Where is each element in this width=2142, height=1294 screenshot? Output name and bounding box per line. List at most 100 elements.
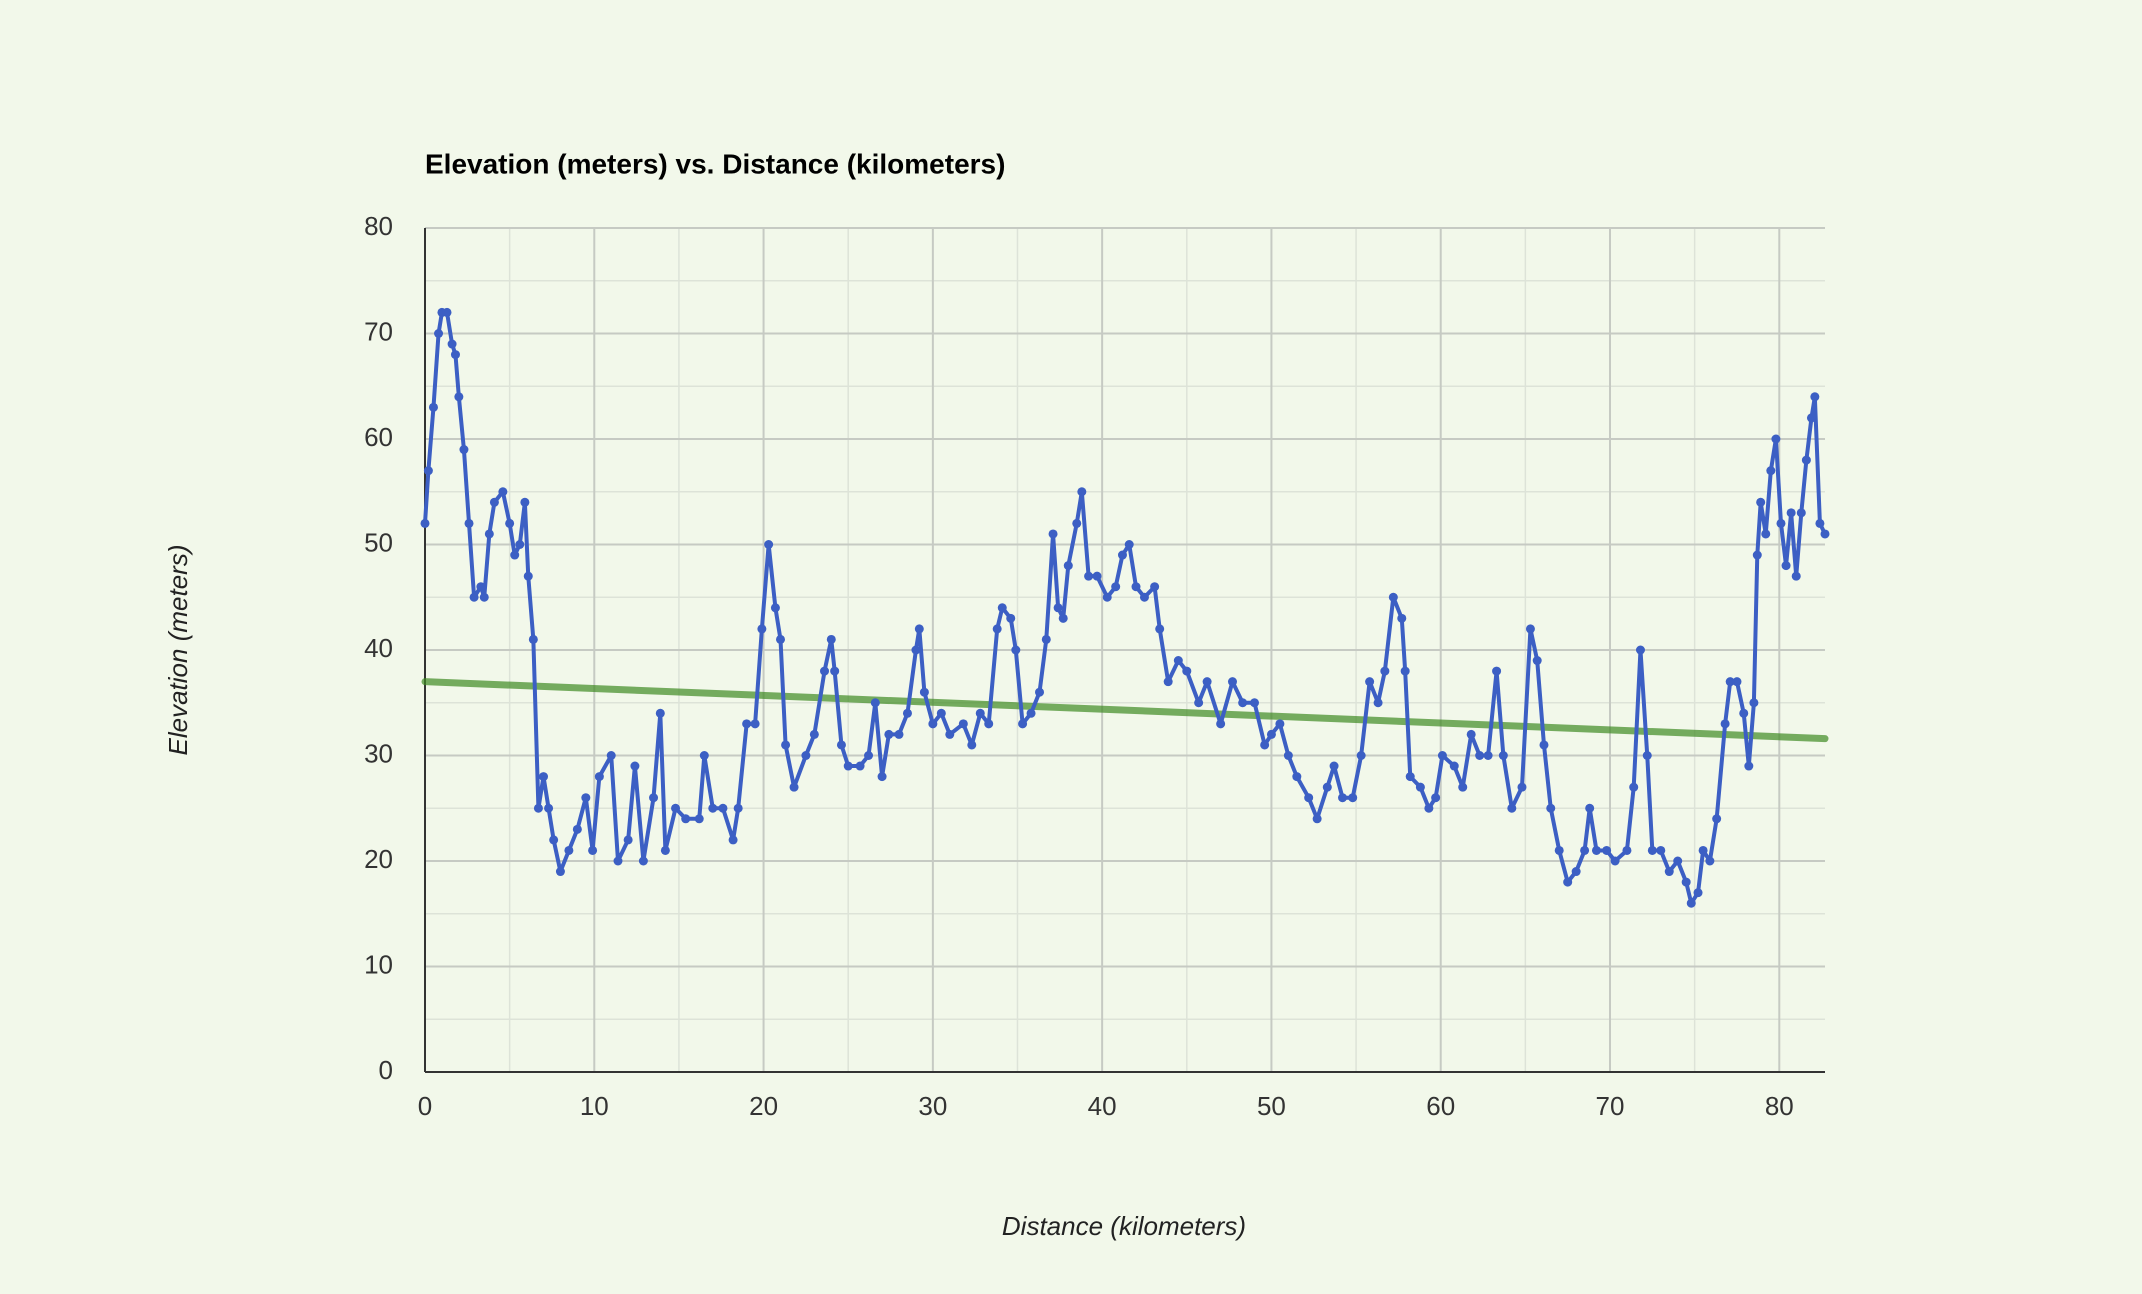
point bbox=[1656, 845, 1666, 855]
point bbox=[1739, 708, 1749, 718]
point bbox=[1801, 455, 1811, 465]
point bbox=[1155, 624, 1165, 634]
point bbox=[776, 634, 786, 644]
point bbox=[1202, 677, 1212, 687]
point bbox=[1664, 867, 1674, 877]
x-tick-label: 10 bbox=[580, 1091, 609, 1121]
point bbox=[1405, 772, 1415, 782]
y-tick-label: 30 bbox=[364, 738, 393, 768]
point bbox=[1539, 740, 1549, 750]
point bbox=[423, 466, 433, 476]
y-tick-label: 50 bbox=[364, 527, 393, 557]
point bbox=[984, 719, 994, 729]
y-tick-label: 10 bbox=[364, 949, 393, 979]
point bbox=[884, 729, 894, 739]
point bbox=[1449, 761, 1459, 771]
point bbox=[539, 772, 549, 782]
point bbox=[1492, 666, 1502, 676]
point bbox=[945, 729, 955, 739]
point bbox=[1431, 793, 1441, 803]
x-axis-title: Distance (kilometers) bbox=[1002, 1211, 1246, 1241]
point bbox=[1373, 698, 1383, 708]
point bbox=[1111, 582, 1121, 592]
point bbox=[1525, 624, 1535, 634]
point bbox=[1397, 613, 1407, 623]
point bbox=[1554, 845, 1564, 855]
point bbox=[1380, 666, 1390, 676]
point bbox=[902, 708, 912, 718]
x-tick-label: 70 bbox=[1596, 1091, 1625, 1121]
point bbox=[1216, 719, 1226, 729]
point bbox=[770, 603, 780, 613]
point bbox=[699, 751, 709, 760]
point bbox=[544, 803, 554, 813]
point bbox=[623, 835, 633, 845]
point bbox=[919, 687, 929, 697]
x-tick-label: 40 bbox=[1088, 1091, 1117, 1121]
point bbox=[1698, 845, 1708, 855]
point bbox=[1712, 814, 1722, 824]
point bbox=[510, 550, 520, 560]
point bbox=[1563, 877, 1573, 887]
point bbox=[855, 761, 865, 771]
point bbox=[1348, 793, 1358, 803]
point bbox=[572, 824, 582, 834]
point bbox=[1610, 856, 1620, 866]
point bbox=[1250, 698, 1260, 708]
point bbox=[1761, 529, 1771, 539]
point bbox=[681, 814, 691, 824]
point bbox=[877, 772, 887, 782]
point bbox=[1400, 666, 1410, 676]
point bbox=[757, 624, 767, 634]
y-tick-label: 80 bbox=[364, 211, 393, 241]
point bbox=[447, 339, 457, 349]
point bbox=[1041, 634, 1051, 644]
point bbox=[1283, 751, 1293, 760]
point bbox=[1058, 613, 1068, 623]
point bbox=[1705, 856, 1715, 866]
point bbox=[1304, 793, 1314, 803]
point bbox=[1642, 751, 1652, 760]
point bbox=[1365, 677, 1375, 687]
y-tick-label: 60 bbox=[364, 422, 393, 452]
chart-title: Elevation (meters) vs. Distance (kilomet… bbox=[425, 148, 1005, 179]
point bbox=[1322, 782, 1332, 792]
point bbox=[1338, 793, 1348, 803]
point bbox=[564, 845, 574, 855]
point bbox=[1102, 592, 1112, 602]
point bbox=[936, 708, 946, 718]
point bbox=[655, 708, 665, 718]
point bbox=[1139, 592, 1149, 602]
point bbox=[1077, 487, 1087, 497]
point bbox=[1686, 898, 1696, 908]
point bbox=[1063, 561, 1073, 571]
x-tick-label: 30 bbox=[918, 1091, 947, 1121]
point bbox=[836, 740, 846, 750]
point bbox=[1092, 571, 1102, 581]
point bbox=[1725, 677, 1735, 687]
point bbox=[826, 634, 836, 644]
trend-line bbox=[421, 678, 1829, 743]
point bbox=[1507, 803, 1517, 813]
point bbox=[1124, 540, 1134, 549]
point bbox=[1720, 719, 1730, 729]
point bbox=[1786, 508, 1796, 518]
point bbox=[728, 835, 738, 845]
point bbox=[1424, 803, 1434, 813]
point bbox=[638, 856, 648, 866]
point bbox=[801, 751, 811, 760]
point bbox=[1781, 561, 1791, 571]
point bbox=[588, 845, 598, 855]
y-tick-label: 40 bbox=[364, 633, 393, 663]
point bbox=[1815, 518, 1825, 528]
y-tick-label: 70 bbox=[364, 316, 393, 346]
x-tick-label: 20 bbox=[749, 1091, 778, 1121]
point bbox=[1791, 571, 1801, 581]
point bbox=[1796, 508, 1806, 518]
point bbox=[1329, 761, 1339, 771]
point bbox=[1227, 677, 1237, 687]
point bbox=[1011, 645, 1021, 655]
point bbox=[1182, 666, 1192, 676]
